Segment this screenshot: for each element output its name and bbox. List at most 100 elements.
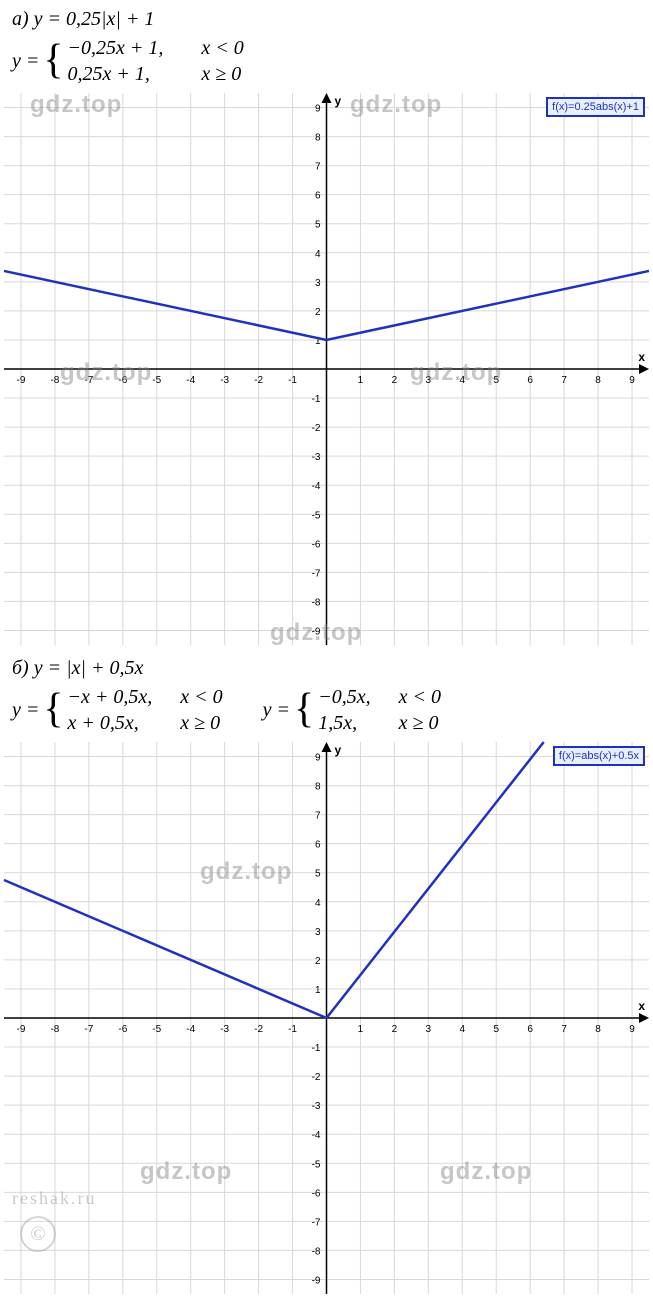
- svg-text:-4: -4: [312, 1130, 321, 1141]
- svg-text:7: 7: [315, 811, 321, 822]
- pw1-conds: x < 0 x ≥ 0: [180, 684, 222, 736]
- svg-text:-2: -2: [312, 1072, 321, 1083]
- svg-text:-4: -4: [312, 481, 321, 492]
- pw-row2-cond: x ≥ 0: [201, 61, 243, 87]
- svg-text:2: 2: [392, 1024, 398, 1035]
- svg-text:-7: -7: [312, 568, 321, 579]
- pw1-row2-cond: x ≥ 0: [180, 710, 222, 736]
- svg-text:2: 2: [315, 307, 321, 318]
- chart-a: -9-8-7-6-5-4-3-2-1123456789-9-8-7-6-5-4-…: [0, 89, 653, 649]
- svg-text:-5: -5: [152, 1024, 161, 1035]
- pw2-exprs: −0,5x, 1,5x,: [318, 684, 370, 736]
- svg-text:-8: -8: [312, 1246, 321, 1257]
- svg-text:5: 5: [315, 220, 321, 231]
- pw-row1-cond: x < 0: [201, 35, 243, 61]
- problem-b-label: б) y = |x| + 0,5x: [12, 657, 641, 680]
- svg-text:-3: -3: [312, 452, 321, 463]
- svg-text:3: 3: [315, 927, 321, 938]
- problem-a-header: а) y = 0,25|x| + 1 y = { −0,25x + 1, 0,2…: [0, 0, 653, 87]
- svg-text:6: 6: [315, 191, 321, 202]
- svg-text:-1: -1: [312, 394, 321, 405]
- svg-text:6: 6: [527, 1024, 533, 1035]
- svg-text:4: 4: [460, 1024, 466, 1035]
- chart-svg: -9-8-7-6-5-4-3-2-1123456789-9-8-7-6-5-4-…: [0, 738, 653, 1298]
- reshak-watermark: reshak.ru: [12, 1188, 96, 1209]
- svg-text:6: 6: [527, 375, 533, 386]
- svg-text:5: 5: [493, 375, 499, 386]
- problem-a-piecewise: y = { −0,25x + 1, 0,25x + 1, x < 0 x ≥ 0: [12, 35, 641, 87]
- svg-text:-9: -9: [312, 626, 321, 637]
- svg-text:-2: -2: [254, 1024, 263, 1035]
- pw2-row2-cond: x ≥ 0: [399, 710, 441, 736]
- chart-legend: f(x)=abs(x)+0.5x: [553, 746, 645, 766]
- pw2-conds: x < 0 x ≥ 0: [399, 684, 441, 736]
- svg-text:8: 8: [315, 782, 321, 793]
- svg-text:7: 7: [561, 375, 567, 386]
- svg-text:1: 1: [358, 375, 364, 386]
- svg-text:-1: -1: [288, 375, 297, 386]
- pw-conds: x < 0 x ≥ 0: [201, 35, 243, 87]
- svg-text:-6: -6: [312, 539, 321, 550]
- svg-text:-4: -4: [186, 1024, 195, 1035]
- svg-text:-3: -3: [312, 1101, 321, 1112]
- svg-text:1: 1: [358, 1024, 364, 1035]
- pw1-row1-expr: −x + 0,5x,: [68, 684, 153, 710]
- svg-text:8: 8: [595, 1024, 601, 1035]
- svg-text:8: 8: [315, 133, 321, 144]
- svg-text:-2: -2: [254, 375, 263, 386]
- svg-text:-8: -8: [50, 375, 59, 386]
- svg-text:3: 3: [426, 1024, 432, 1035]
- svg-text:-9: -9: [17, 1024, 26, 1035]
- svg-text:-2: -2: [312, 423, 321, 434]
- svg-text:y: y: [335, 743, 342, 757]
- copyright-icon: ©: [20, 1216, 56, 1252]
- pw-row2-expr: 0,25x + 1,: [68, 61, 164, 87]
- pw-lhs: y =: [12, 50, 39, 73]
- svg-text:-3: -3: [220, 1024, 229, 1035]
- svg-text:-5: -5: [312, 510, 321, 521]
- svg-text:2: 2: [315, 956, 321, 967]
- svg-text:-1: -1: [312, 1043, 321, 1054]
- svg-text:-6: -6: [118, 375, 127, 386]
- svg-text:5: 5: [315, 869, 321, 880]
- problem-b-piecewise1: y = { −x + 0,5x, x + 0,5x, x < 0 x ≥ 0: [12, 684, 223, 736]
- chart-legend: f(x)=0.25abs(x)+1: [546, 97, 645, 117]
- pw2-row2-expr: 1,5x,: [318, 710, 370, 736]
- pw1-row1-cond: x < 0: [180, 684, 222, 710]
- svg-text:-5: -5: [312, 1159, 321, 1170]
- svg-text:-7: -7: [84, 1024, 93, 1035]
- svg-text:-8: -8: [312, 597, 321, 608]
- svg-text:-6: -6: [312, 1188, 321, 1199]
- chart-b: -9-8-7-6-5-4-3-2-1123456789-9-8-7-6-5-4-…: [0, 738, 653, 1298]
- svg-text:4: 4: [460, 375, 466, 386]
- svg-text:-5: -5: [152, 375, 161, 386]
- svg-text:9: 9: [629, 1024, 635, 1035]
- svg-text:-1: -1: [288, 1024, 297, 1035]
- svg-text:3: 3: [426, 375, 432, 386]
- svg-text:-7: -7: [312, 1217, 321, 1228]
- pw1-lhs: y =: [12, 699, 39, 722]
- problem-b-piecewise2: y = { −0,5x, 1,5x, x < 0 x ≥ 0: [263, 684, 441, 736]
- svg-text:8: 8: [595, 375, 601, 386]
- brace-icon: {: [294, 691, 314, 729]
- svg-text:7: 7: [561, 1024, 567, 1035]
- svg-text:y: y: [335, 94, 342, 108]
- problem-b-piecewise-row: y = { −x + 0,5x, x + 0,5x, x < 0 x ≥ 0 y…: [12, 684, 641, 738]
- svg-text:-9: -9: [17, 375, 26, 386]
- svg-text:7: 7: [315, 162, 321, 173]
- pw2-row1-expr: −0,5x,: [318, 684, 370, 710]
- svg-text:-9: -9: [312, 1275, 321, 1286]
- pw2-row1-cond: x < 0: [399, 684, 441, 710]
- svg-text:1: 1: [315, 985, 321, 996]
- svg-text:5: 5: [493, 1024, 499, 1035]
- brace-icon: {: [43, 42, 63, 80]
- pw-exprs: −0,25x + 1, 0,25x + 1,: [68, 35, 164, 87]
- svg-text:6: 6: [315, 840, 321, 851]
- pw1-row2-expr: x + 0,5x,: [68, 710, 153, 736]
- svg-text:3: 3: [315, 278, 321, 289]
- svg-text:9: 9: [629, 375, 635, 386]
- svg-text:x: x: [638, 999, 645, 1013]
- svg-text:x: x: [638, 350, 645, 364]
- problem-b-header: б) y = |x| + 0,5x y = { −x + 0,5x, x + 0…: [0, 649, 653, 738]
- svg-text:4: 4: [315, 249, 321, 260]
